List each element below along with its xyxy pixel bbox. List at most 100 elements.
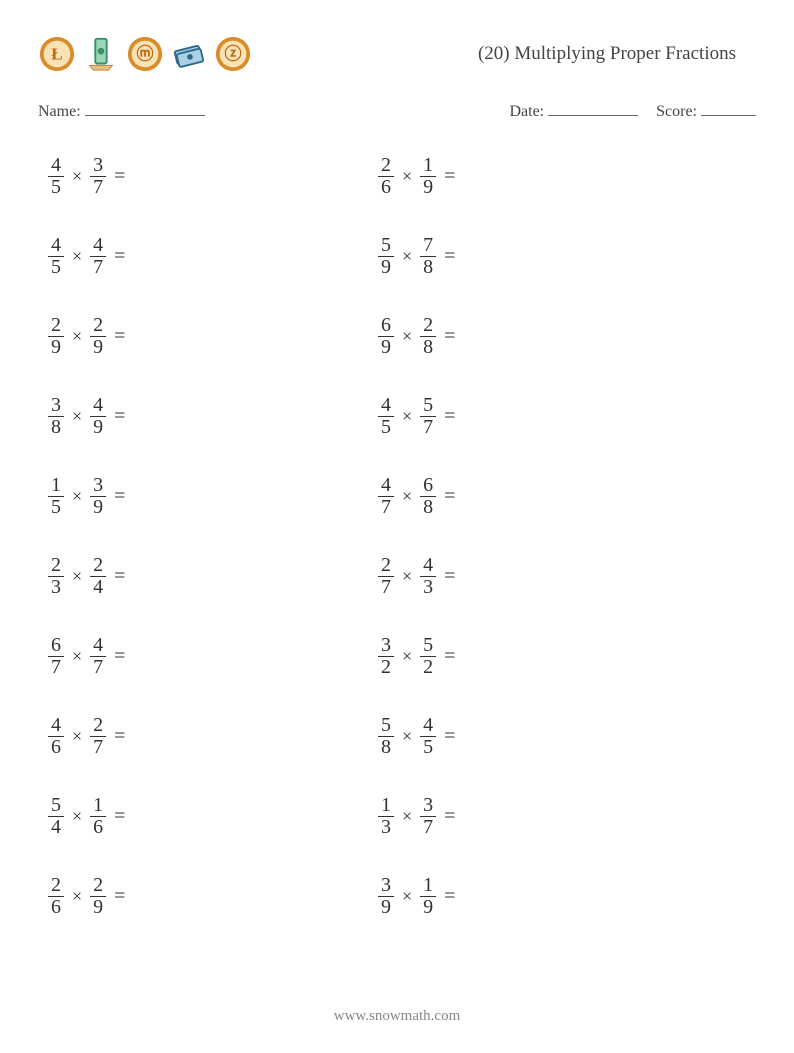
multiply-symbol: ×	[72, 886, 82, 907]
problem: 27×43=	[378, 553, 708, 599]
equals-symbol: =	[114, 725, 125, 748]
fraction-a: 38	[48, 395, 64, 438]
multiply-symbol: ×	[402, 246, 412, 267]
fraction-a: 59	[378, 235, 394, 278]
fraction-a: 58	[378, 715, 394, 758]
multiply-symbol: ×	[402, 566, 412, 587]
fraction-b: 47	[90, 235, 106, 278]
multiply-symbol: ×	[72, 246, 82, 267]
fraction-a: 45	[48, 235, 64, 278]
fraction-a: 69	[378, 315, 394, 358]
fraction-a: 67	[48, 635, 64, 678]
problem: 38 × 49 =	[48, 393, 378, 439]
fraction-a: 29	[48, 315, 64, 358]
multiply-symbol: ×	[72, 486, 82, 507]
name-blank	[85, 100, 205, 116]
problem: 45×37=	[48, 153, 378, 199]
bill-icon	[82, 35, 120, 73]
worksheet-page: Ł ⓜ ⓩ (20) Multiplying Proper Fractions	[0, 0, 794, 1053]
fraction-b: 27	[90, 715, 106, 758]
multiply-symbol: ×	[72, 326, 82, 347]
equals-symbol: =	[444, 405, 455, 428]
problem: 29 × 29 =	[48, 313, 378, 359]
problem: 45 × 47 =	[48, 233, 378, 279]
fraction-a: 54	[48, 795, 64, 838]
multiply-symbol: ×	[72, 806, 82, 827]
fraction-a: 13	[378, 795, 394, 838]
multiply-symbol: ×	[402, 166, 412, 187]
multiply-symbol: ×	[72, 406, 82, 427]
multiply-symbol: ×	[402, 886, 412, 907]
multiply-symbol: ×	[402, 806, 412, 827]
fraction-b: 78	[420, 235, 436, 278]
multiply-symbol: ×	[402, 486, 412, 507]
equals-symbol: =	[444, 565, 455, 588]
equals-symbol: =	[114, 325, 125, 348]
equals-symbol: =	[444, 245, 455, 268]
fraction-a: 26	[378, 155, 394, 198]
problems-grid: 45×37=26×19=45×47=59×78=29×29=69×28=38×4…	[38, 153, 756, 919]
fraction-b: 47	[90, 635, 106, 678]
fraction-b: 39	[90, 475, 106, 518]
date-label: Date:	[509, 103, 544, 120]
fraction-a: 45	[378, 395, 394, 438]
multiply-symbol: ×	[402, 326, 412, 347]
equals-symbol: =	[444, 165, 455, 188]
equals-symbol: =	[114, 245, 125, 268]
fraction-b: 16	[90, 795, 106, 838]
equals-symbol: =	[114, 565, 125, 588]
equals-symbol: =	[444, 325, 455, 348]
multiply-symbol: ×	[72, 166, 82, 187]
fraction-a: 45	[48, 155, 64, 198]
problem: 26 × 19 =	[378, 153, 708, 199]
date-field: Date:	[509, 100, 638, 121]
fraction-b: 19	[420, 875, 436, 918]
fraction-a: 47	[378, 475, 394, 518]
equals-symbol: =	[444, 485, 455, 508]
problem: 26×29=	[48, 873, 378, 919]
coin-icon: ⓜ	[126, 35, 164, 73]
fraction-a: 23	[48, 555, 64, 598]
fraction-b: 52	[420, 635, 436, 678]
equals-symbol: =	[114, 405, 125, 428]
equals-symbol: =	[114, 885, 125, 908]
problem: 32×52=	[378, 633, 708, 679]
equals-symbol: =	[114, 485, 125, 508]
fraction-b: 37	[90, 155, 106, 198]
equals-symbol: =	[114, 645, 125, 668]
fraction-a: 15	[48, 475, 64, 518]
fraction-b: 68	[420, 475, 436, 518]
fraction-b: 45	[420, 715, 436, 758]
fraction-a: 39	[378, 875, 394, 918]
fraction-a: 26	[48, 875, 64, 918]
fraction-a: 27	[378, 555, 394, 598]
footer-link: www.snowmath.com	[0, 1008, 794, 1025]
cash-icon	[170, 35, 208, 73]
equals-symbol: =	[444, 725, 455, 748]
problem: 45×57=	[378, 393, 708, 439]
problem: 67×47=	[48, 633, 378, 679]
score-label: Score:	[656, 103, 697, 120]
fraction-b: 19	[420, 155, 436, 198]
fraction-b: 57	[420, 395, 436, 438]
equals-symbol: =	[444, 885, 455, 908]
page-title: (20) Multiplying Proper Fractions	[478, 43, 756, 65]
fraction-a: 46	[48, 715, 64, 758]
problem: 23×24=	[48, 553, 378, 599]
multiply-symbol: ×	[72, 566, 82, 587]
fraction-b: 28	[420, 315, 436, 358]
coin-icon: ⓩ	[214, 35, 252, 73]
multiply-symbol: ×	[72, 726, 82, 747]
score-blank	[701, 100, 756, 116]
problem: 47 × 68 =	[378, 473, 708, 519]
name-label: Name:	[38, 103, 81, 121]
problem: 39 × 19 =	[378, 873, 708, 919]
problem: 58×45=	[378, 713, 708, 759]
fraction-b: 49	[90, 395, 106, 438]
fraction-b: 37	[420, 795, 436, 838]
svg-text:ⓜ: ⓜ	[136, 44, 153, 64]
coin-icon: Ł	[38, 35, 76, 73]
fraction-b: 29	[90, 315, 106, 358]
problem: 69 × 28 =	[378, 313, 708, 359]
equals-symbol: =	[444, 805, 455, 828]
